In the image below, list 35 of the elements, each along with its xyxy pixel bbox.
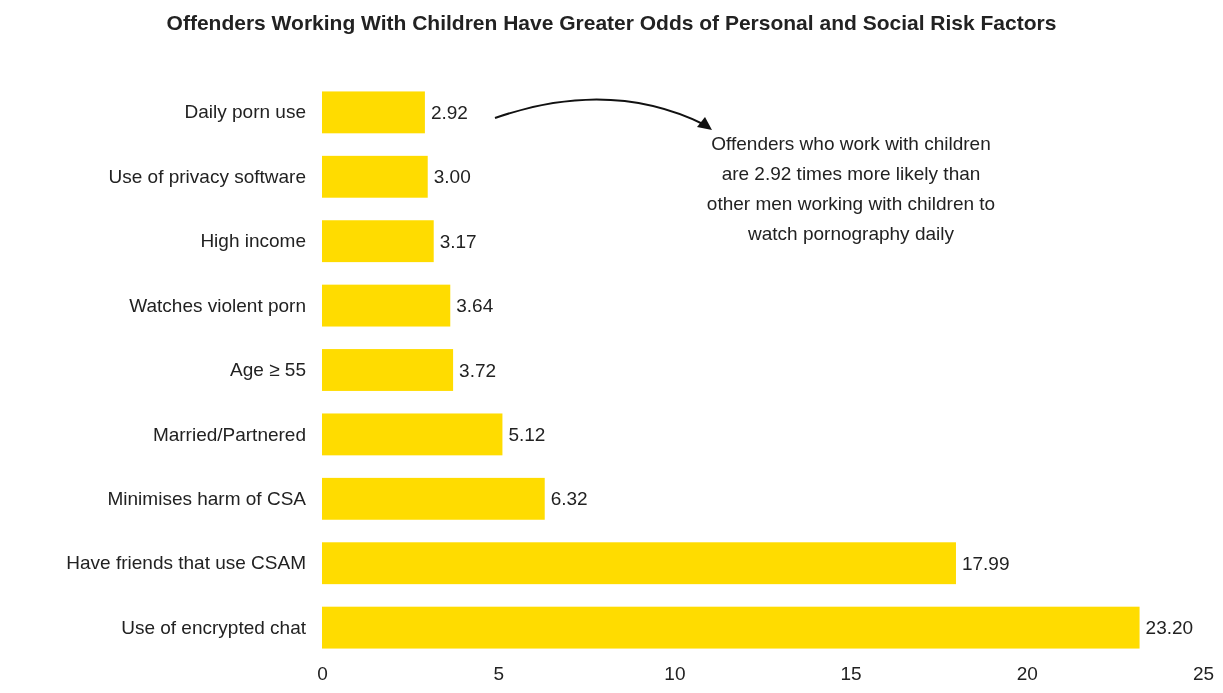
- bar: [322, 542, 956, 585]
- data-label: 23.20: [1145, 617, 1194, 639]
- data-label: 5.12: [508, 424, 546, 446]
- x-tick-label: 5: [493, 663, 504, 685]
- data-label: 3.17: [439, 230, 477, 252]
- y-tick-label: Daily porn use: [184, 101, 306, 123]
- y-tick-label: Married/Partnered: [152, 423, 306, 445]
- bar: [322, 349, 454, 391]
- x-tick-label: 0: [317, 663, 328, 685]
- bar: [322, 155, 428, 198]
- x-tick-label: 15: [840, 663, 862, 685]
- bar: [322, 284, 451, 327]
- data-label: 17.99: [961, 552, 1010, 574]
- x-tick-label: 20: [1016, 663, 1038, 685]
- data-label: 3.64: [456, 295, 494, 317]
- bar: [322, 606, 1140, 649]
- bar: [322, 413, 503, 456]
- y-tick-label: High income: [200, 230, 306, 252]
- data-label: 2.92: [430, 102, 468, 124]
- bar: [322, 220, 434, 263]
- y-tick-label: Use of encrypted chat: [121, 616, 307, 638]
- y-tick-label: Have friends that use CSAM: [66, 552, 306, 574]
- y-tick-label: Age ≥ 55: [230, 359, 306, 381]
- data-label: 6.32: [550, 488, 588, 510]
- x-tick-label: 25: [1192, 663, 1215, 685]
- data-label: 3.00: [433, 166, 471, 188]
- chart-title: Offenders Working With Children Have Greater Odds of Personal and Social Risk Factors: [166, 11, 1057, 34]
- y-tick-label: Use of privacy software: [108, 165, 306, 187]
- annotation: Offenders who work with children are 2.92 times more likely than other men working with children to watch pornography daily: [706, 133, 996, 244]
- bar: [322, 91, 425, 134]
- x-tick-label: 10: [664, 663, 686, 685]
- bar: [322, 477, 545, 520]
- y-tick-label: Watches violent porn: [129, 294, 306, 316]
- data-label: 3.72: [459, 359, 497, 381]
- y-tick-label: Minimises harm of CSA: [107, 487, 307, 509]
